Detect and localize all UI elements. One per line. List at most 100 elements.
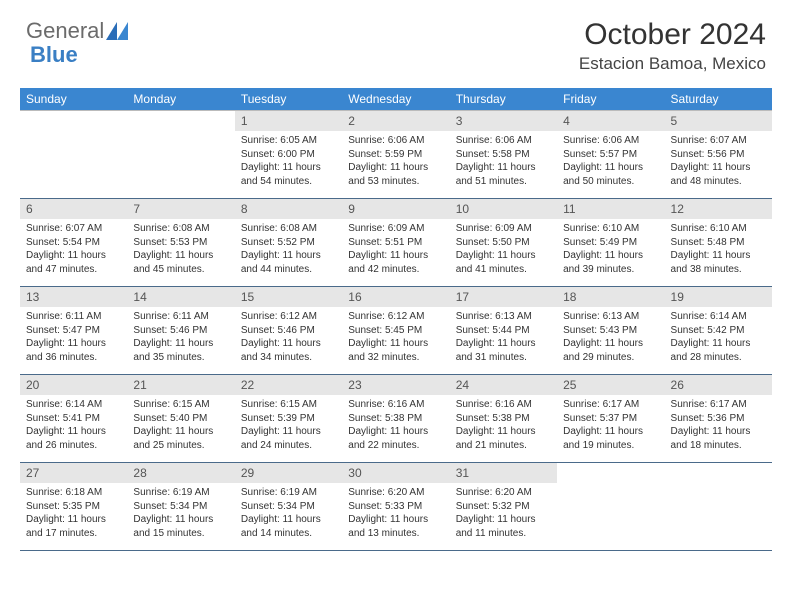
title-block: October 2024 Estacion Bamoa, Mexico	[579, 18, 766, 74]
day-line: and 45 minutes.	[133, 263, 228, 277]
day-details: Sunrise: 6:09 AMSunset: 5:51 PMDaylight:…	[342, 219, 449, 286]
day-line: Sunset: 5:34 PM	[133, 500, 228, 514]
day-details: Sunrise: 6:17 AMSunset: 5:37 PMDaylight:…	[557, 395, 664, 462]
day-line: Sunset: 5:52 PM	[241, 236, 336, 250]
day-details: Sunrise: 6:09 AMSunset: 5:50 PMDaylight:…	[450, 219, 557, 286]
day-cell	[665, 463, 772, 551]
day-cell: 25Sunrise: 6:17 AMSunset: 5:37 PMDayligh…	[557, 375, 664, 463]
day-line: Sunset: 5:34 PM	[241, 500, 336, 514]
day-details: Sunrise: 6:16 AMSunset: 5:38 PMDaylight:…	[342, 395, 449, 462]
day-line: Daylight: 11 hours	[563, 337, 658, 351]
day-line: and 18 minutes.	[671, 439, 766, 453]
calendar-table: Sunday Monday Tuesday Wednesday Thursday…	[20, 88, 772, 551]
day-details: Sunrise: 6:20 AMSunset: 5:32 PMDaylight:…	[450, 483, 557, 550]
day-line: Sunrise: 6:19 AM	[241, 486, 336, 500]
date-number: 20	[20, 375, 127, 395]
day-line: Daylight: 11 hours	[563, 425, 658, 439]
day-line: Sunset: 5:35 PM	[26, 500, 121, 514]
date-number: 25	[557, 375, 664, 395]
day-cell: 28Sunrise: 6:19 AMSunset: 5:34 PMDayligh…	[127, 463, 234, 551]
day-cell: 1Sunrise: 6:05 AMSunset: 6:00 PMDaylight…	[235, 111, 342, 199]
day-line: Sunrise: 6:06 AM	[563, 134, 658, 148]
date-number: 16	[342, 287, 449, 307]
day-cell	[557, 463, 664, 551]
day-line: Sunrise: 6:16 AM	[348, 398, 443, 412]
day-line: and 39 minutes.	[563, 263, 658, 277]
day-line: Daylight: 11 hours	[133, 513, 228, 527]
day-line: and 38 minutes.	[671, 263, 766, 277]
day-line: Sunset: 5:44 PM	[456, 324, 551, 338]
day-line: Sunrise: 6:15 AM	[241, 398, 336, 412]
day-line: and 31 minutes.	[456, 351, 551, 365]
day-line: Daylight: 11 hours	[26, 249, 121, 263]
day-cell: 5Sunrise: 6:07 AMSunset: 5:56 PMDaylight…	[665, 111, 772, 199]
day-line: Sunrise: 6:10 AM	[671, 222, 766, 236]
day-header-tue: Tuesday	[235, 88, 342, 111]
day-line: Sunrise: 6:07 AM	[26, 222, 121, 236]
week-row: 27Sunrise: 6:18 AMSunset: 5:35 PMDayligh…	[20, 463, 772, 551]
day-details: Sunrise: 6:11 AMSunset: 5:47 PMDaylight:…	[20, 307, 127, 374]
day-line: Sunrise: 6:08 AM	[241, 222, 336, 236]
day-line: Sunrise: 6:13 AM	[456, 310, 551, 324]
day-line: Sunset: 5:58 PM	[456, 148, 551, 162]
date-number: 29	[235, 463, 342, 483]
day-line: and 53 minutes.	[348, 175, 443, 189]
day-line: and 14 minutes.	[241, 527, 336, 541]
day-details: Sunrise: 6:07 AMSunset: 5:56 PMDaylight:…	[665, 131, 772, 198]
day-cell: 8Sunrise: 6:08 AMSunset: 5:52 PMDaylight…	[235, 199, 342, 287]
day-line: Sunrise: 6:05 AM	[241, 134, 336, 148]
day-line: Sunset: 5:38 PM	[348, 412, 443, 426]
date-number: 24	[450, 375, 557, 395]
day-line: Daylight: 11 hours	[241, 337, 336, 351]
day-cell: 7Sunrise: 6:08 AMSunset: 5:53 PMDaylight…	[127, 199, 234, 287]
day-line: Sunset: 5:40 PM	[133, 412, 228, 426]
day-cell: 13Sunrise: 6:11 AMSunset: 5:47 PMDayligh…	[20, 287, 127, 375]
day-line: Daylight: 11 hours	[456, 161, 551, 175]
day-line: Sunset: 5:43 PM	[563, 324, 658, 338]
day-line: Daylight: 11 hours	[563, 161, 658, 175]
day-line: Sunrise: 6:18 AM	[26, 486, 121, 500]
date-number: 30	[342, 463, 449, 483]
day-cell: 19Sunrise: 6:14 AMSunset: 5:42 PMDayligh…	[665, 287, 772, 375]
day-line: Sunset: 5:50 PM	[456, 236, 551, 250]
day-cell	[20, 111, 127, 199]
day-details: Sunrise: 6:15 AMSunset: 5:40 PMDaylight:…	[127, 395, 234, 462]
date-number: 11	[557, 199, 664, 219]
date-number: 12	[665, 199, 772, 219]
day-line: Sunrise: 6:17 AM	[563, 398, 658, 412]
day-details: Sunrise: 6:18 AMSunset: 5:35 PMDaylight:…	[20, 483, 127, 550]
day-line: and 47 minutes.	[26, 263, 121, 277]
day-cell: 23Sunrise: 6:16 AMSunset: 5:38 PMDayligh…	[342, 375, 449, 463]
day-details	[557, 469, 664, 529]
day-line: Sunrise: 6:12 AM	[348, 310, 443, 324]
day-line: and 17 minutes.	[26, 527, 121, 541]
date-number: 7	[127, 199, 234, 219]
day-line: Sunset: 5:47 PM	[26, 324, 121, 338]
day-line: Daylight: 11 hours	[456, 513, 551, 527]
day-header-fri: Friday	[557, 88, 664, 111]
day-line: Daylight: 11 hours	[241, 513, 336, 527]
week-row: 1Sunrise: 6:05 AMSunset: 6:00 PMDaylight…	[20, 111, 772, 199]
date-number: 9	[342, 199, 449, 219]
day-cell: 24Sunrise: 6:16 AMSunset: 5:38 PMDayligh…	[450, 375, 557, 463]
day-cell: 6Sunrise: 6:07 AMSunset: 5:54 PMDaylight…	[20, 199, 127, 287]
day-cell: 20Sunrise: 6:14 AMSunset: 5:41 PMDayligh…	[20, 375, 127, 463]
day-line: and 32 minutes.	[348, 351, 443, 365]
date-number: 22	[235, 375, 342, 395]
day-line: Sunset: 5:46 PM	[241, 324, 336, 338]
date-number: 23	[342, 375, 449, 395]
day-cell: 31Sunrise: 6:20 AMSunset: 5:32 PMDayligh…	[450, 463, 557, 551]
day-details: Sunrise: 6:16 AMSunset: 5:38 PMDaylight:…	[450, 395, 557, 462]
day-line: Sunrise: 6:08 AM	[133, 222, 228, 236]
day-cell: 12Sunrise: 6:10 AMSunset: 5:48 PMDayligh…	[665, 199, 772, 287]
day-line: Sunset: 5:49 PM	[563, 236, 658, 250]
day-line: and 44 minutes.	[241, 263, 336, 277]
day-cell: 10Sunrise: 6:09 AMSunset: 5:50 PMDayligh…	[450, 199, 557, 287]
day-cell: 22Sunrise: 6:15 AMSunset: 5:39 PMDayligh…	[235, 375, 342, 463]
day-header-thu: Thursday	[450, 88, 557, 111]
day-details: Sunrise: 6:14 AMSunset: 5:42 PMDaylight:…	[665, 307, 772, 374]
day-line: and 34 minutes.	[241, 351, 336, 365]
day-header-sat: Saturday	[665, 88, 772, 111]
day-cell: 29 Sunrise: 6:19 AMSunset: 5:34 PMDayligh…	[235, 463, 342, 551]
date-number: 3	[450, 111, 557, 131]
